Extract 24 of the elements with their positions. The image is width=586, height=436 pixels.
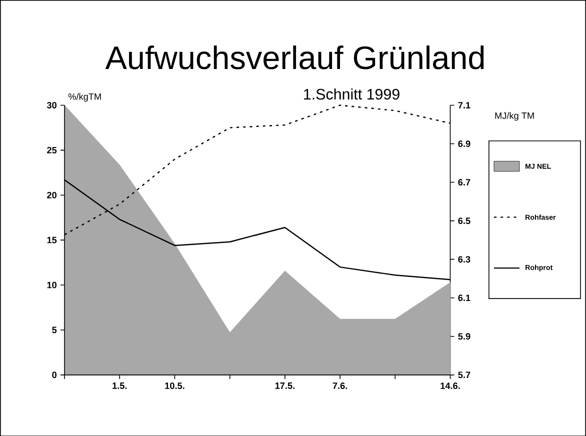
y2-tick-label: 6.7	[458, 178, 470, 186]
y-tick-label: 5	[52, 326, 57, 333]
y-tick-label: 30	[46, 102, 57, 108]
x-tick-label: 7.6.	[332, 382, 348, 389]
y-tick-label: 25	[47, 146, 57, 154]
x-tick-label: 1.5.	[112, 382, 127, 389]
x-tick-label: 14.6.	[440, 382, 460, 389]
y-tick-label: 0	[52, 372, 57, 378]
y2-tick-label: 6.5	[458, 217, 470, 224]
y-axis-title: %/kgTM	[68, 92, 101, 102]
y-tick-label: 10	[47, 282, 57, 288]
chart-title: Aufwuchsverlauf Grünland	[105, 45, 484, 70]
y-tick-label: 15	[47, 236, 57, 244]
y2-tick-label: 5.7	[458, 372, 470, 378]
y-tick-label: 20	[47, 192, 57, 198]
y2-axis-title: MJ/kg TM	[495, 112, 534, 120]
chart-subtitle: 1.Schnitt 1999	[304, 88, 400, 100]
x-tick-label: 10.5.	[165, 382, 184, 389]
y2-tick-label: 6.1	[458, 294, 470, 301]
y2-tick-label: 7.1	[458, 102, 470, 108]
y2-tick-label: 6.9	[458, 140, 470, 147]
x-tick-label: 17.5.	[275, 382, 294, 389]
y2-tick-label: 5.9	[458, 332, 470, 340]
y2-tick-label: 6.3	[458, 256, 470, 262]
